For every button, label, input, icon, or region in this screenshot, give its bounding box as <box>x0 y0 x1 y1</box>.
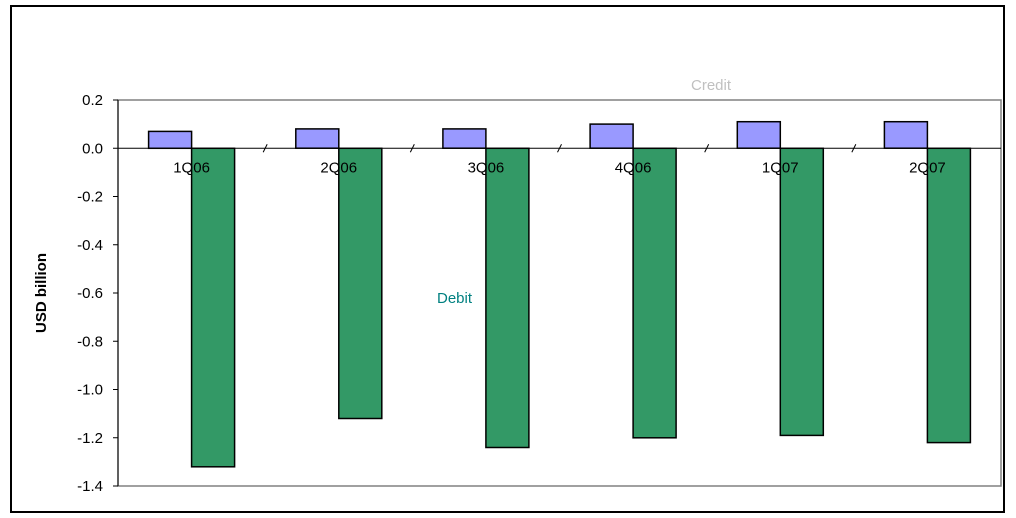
bar-debit-1q07 <box>779 147 825 437</box>
bar-debit-1q06 <box>190 147 236 468</box>
x-tick <box>557 144 562 153</box>
x-tick-label: 2Q07 <box>909 159 946 176</box>
x-tick <box>851 144 857 153</box>
bar-debit-2q07 <box>926 147 972 444</box>
y-tick-label: -0.2 <box>77 189 103 206</box>
x-tick <box>409 144 415 153</box>
bar-credit-1q06 <box>147 130 193 150</box>
bar-debit-3q06 <box>485 147 530 449</box>
y-tick-label: -1.0 <box>77 382 103 399</box>
axes-group: 0.2 0.0 -0.2 -0.4 -0.6 -0.8 -1.0 -1.2 -1.4 1Q06 2Q… <box>77 92 1001 495</box>
bar-debit-2q06 <box>338 147 383 420</box>
series-label-debit: Debit <box>437 290 473 307</box>
x-tick-label: 4Q06 <box>615 159 652 176</box>
x-tick-label: 1Q07 <box>762 159 799 176</box>
x-tick-label: 3Q06 <box>468 159 505 176</box>
plot-area <box>117 99 1002 487</box>
y-tick-label: -0.4 <box>77 237 103 254</box>
y-tick-label: -1.2 <box>77 430 103 447</box>
x-tick <box>704 144 710 153</box>
x-tick-label: 1Q06 <box>173 159 210 176</box>
bar-credit-1q07 <box>736 120 782 149</box>
bar-credit-2q07 <box>883 120 929 149</box>
series-label-credit: Credit <box>691 77 732 94</box>
bar-credit-4q06 <box>589 123 634 149</box>
y-tick-label: 0.2 <box>82 92 103 109</box>
y-tick-label: -1.4 <box>77 478 103 495</box>
y-axis-label: USD billion <box>33 253 50 333</box>
bar-debit-4q06 <box>632 147 677 439</box>
y-tick-label: -0.8 <box>77 333 103 350</box>
x-tick-label: 2Q06 <box>320 159 357 176</box>
y-tick-label: -0.6 <box>77 285 103 302</box>
x-tick <box>262 144 268 153</box>
bar-credit-2q06 <box>295 128 340 149</box>
y-tick-label: 0.0 <box>82 140 103 157</box>
bar-credit-3q06 <box>442 128 487 149</box>
